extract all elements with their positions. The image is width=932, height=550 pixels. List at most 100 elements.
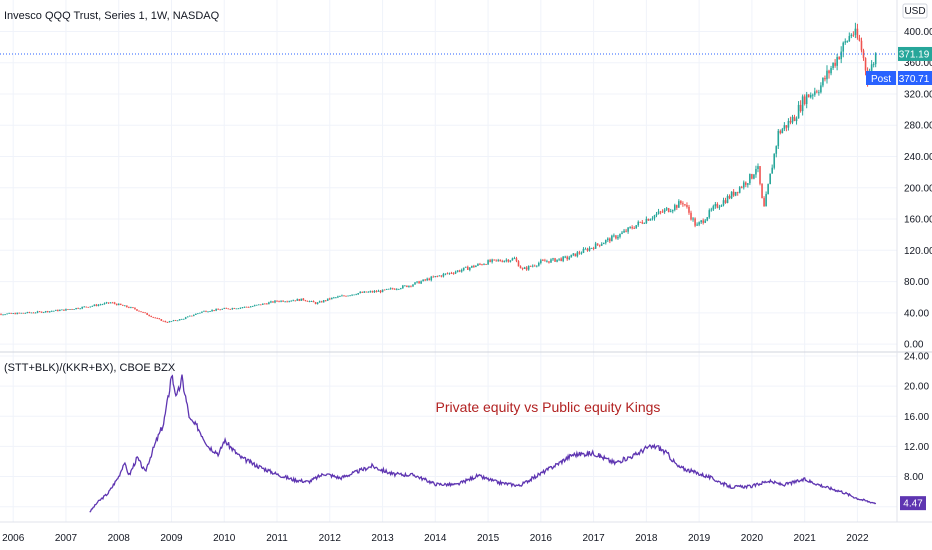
y-tick-label: 400.00 xyxy=(904,27,932,38)
price-axis[interactable]: 0.00 40.00 80.00 120.00 160.00 200.00 240.00 28… xyxy=(904,27,932,351)
candle-body xyxy=(16,312,19,315)
candle-body xyxy=(540,260,542,263)
candle-body xyxy=(130,307,132,309)
candle-body xyxy=(550,259,552,263)
candle-body xyxy=(566,256,569,260)
candle-body xyxy=(324,300,327,302)
candle-body xyxy=(588,247,591,251)
main-chart-title: Invesco QQQ Trust, Series 1, 1W, NASDAQ xyxy=(4,10,220,22)
candle-body xyxy=(99,304,102,306)
price-series xyxy=(0,22,897,323)
candle-body xyxy=(391,288,394,290)
candle-body xyxy=(669,211,672,213)
candle-body xyxy=(641,222,644,224)
candle-body xyxy=(247,307,250,308)
candle-body xyxy=(331,297,333,300)
candle-body xyxy=(763,198,765,207)
candle-body xyxy=(314,302,317,304)
candle-body xyxy=(805,94,808,105)
candle-body xyxy=(264,303,266,305)
candle-body xyxy=(637,221,640,226)
candle-body xyxy=(154,317,157,319)
candle-body xyxy=(422,279,424,282)
y-tick-label: 280.00 xyxy=(904,121,932,132)
candle-body xyxy=(501,261,504,263)
time-axis[interactable]: 2006 2007 2008 2009 2010 2011 2012 2013 2014 2015… xyxy=(2,533,869,544)
candle-body xyxy=(438,275,441,277)
candle-body xyxy=(166,322,169,323)
candle-body xyxy=(262,303,264,305)
currency-badge[interactable]: USD xyxy=(902,3,928,19)
candle-body xyxy=(383,289,386,291)
y-tick-label: 320.00 xyxy=(904,89,932,100)
candle-body xyxy=(428,278,431,281)
candle-body xyxy=(359,292,362,294)
candle-body xyxy=(458,270,461,272)
candle-body xyxy=(777,130,780,147)
candle-body xyxy=(466,266,469,270)
candle-body xyxy=(816,91,818,93)
candle-body xyxy=(174,320,177,322)
candle-body xyxy=(73,309,75,310)
y-tick-label: 200.00 xyxy=(904,183,932,194)
candle-body xyxy=(436,276,439,277)
candle-body xyxy=(156,318,159,319)
candle-body xyxy=(95,304,98,306)
candle-body xyxy=(578,252,581,254)
candle-body xyxy=(148,314,150,316)
y-tick-label: 160.00 xyxy=(904,215,932,226)
candle-body xyxy=(722,200,725,206)
candle-body xyxy=(503,260,506,263)
candle-body xyxy=(580,252,583,254)
x-tick-label: 2015 xyxy=(477,533,500,544)
candle-body xyxy=(479,263,481,265)
candle-body xyxy=(775,146,778,154)
y-tick-label: 80.00 xyxy=(904,277,929,288)
candle-body xyxy=(560,258,562,261)
candle-body xyxy=(353,294,355,296)
candle-body xyxy=(14,313,17,315)
candle-body xyxy=(820,85,822,93)
candle-body xyxy=(186,316,189,318)
candle-body xyxy=(61,309,63,311)
candle-body xyxy=(65,309,67,311)
x-tick-label: 2020 xyxy=(741,533,764,544)
candle-body xyxy=(598,244,601,246)
y-tick-label: 12.00 xyxy=(904,442,929,453)
candle-body xyxy=(856,28,859,38)
candle-body xyxy=(481,264,483,266)
candle-body xyxy=(328,298,331,300)
candle-body xyxy=(190,315,193,317)
candle-body xyxy=(489,260,491,262)
candle-body xyxy=(596,243,599,245)
candle-body xyxy=(730,191,733,199)
candle-body xyxy=(789,120,792,123)
candle-body xyxy=(607,238,609,241)
candle-body xyxy=(513,258,516,260)
candle-body xyxy=(227,308,230,310)
candle-body xyxy=(838,57,840,60)
candle-body xyxy=(771,167,773,174)
candle-body xyxy=(846,41,849,42)
candle-body xyxy=(690,212,692,220)
candle-body xyxy=(79,308,81,310)
candle-body xyxy=(807,94,810,98)
candle-body xyxy=(168,321,171,323)
candle-body xyxy=(389,288,392,290)
candle-body xyxy=(562,256,564,261)
candle-body xyxy=(533,265,536,267)
candle-body xyxy=(180,319,183,320)
candle-body xyxy=(81,306,83,309)
candle-body xyxy=(842,42,845,52)
candle-body xyxy=(184,317,187,319)
candle-body xyxy=(77,307,79,309)
candle-body xyxy=(197,313,199,315)
candle-body xyxy=(460,269,463,272)
candle-body xyxy=(223,308,226,309)
candle-body xyxy=(826,70,828,80)
candle-body xyxy=(397,288,400,290)
candle-body xyxy=(286,301,288,303)
candle-body xyxy=(787,120,790,128)
candle-body xyxy=(266,303,268,305)
